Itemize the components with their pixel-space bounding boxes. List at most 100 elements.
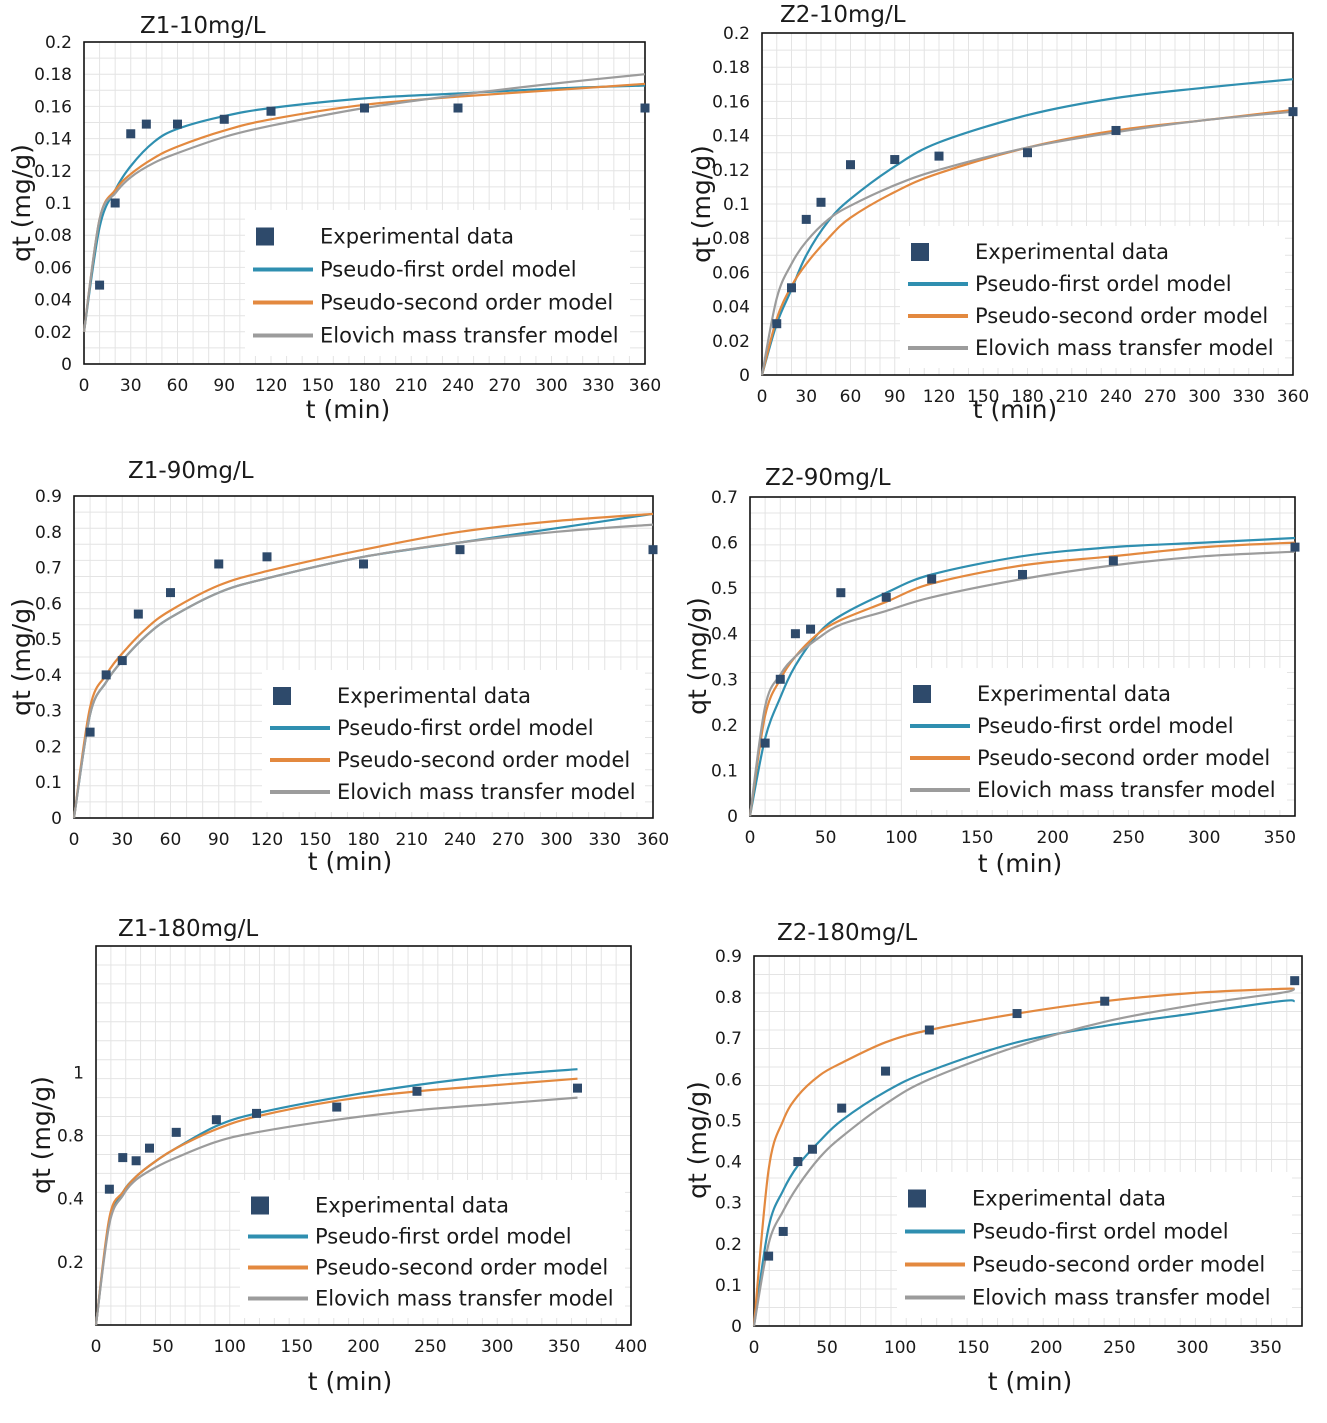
y-tick-label: 0 — [739, 366, 750, 386]
x-tick-label: 200 — [1030, 1338, 1062, 1358]
legend-label-pso: Pseudo-second order model — [320, 291, 613, 315]
x-axis-label: t (min) — [988, 1367, 1072, 1396]
x-tick-label: 330 — [1233, 387, 1265, 407]
legend-label-elovich: Elovich mass transfer model — [975, 336, 1274, 360]
legend: Experimental data Pseudo-first ordel mode… — [262, 670, 645, 812]
x-tick-label: 50 — [815, 828, 837, 848]
legend-label-experimental: Experimental data — [315, 1194, 509, 1218]
x-tick-label: 350 — [1264, 828, 1296, 848]
y-tick-label: 0.4 — [711, 625, 738, 645]
data-point — [890, 155, 900, 165]
y-tick-label: 0.2 — [711, 716, 738, 736]
legend-label-elovich: Elovich mass transfer model — [977, 778, 1276, 802]
x-tick-label: 30 — [120, 376, 142, 396]
x-tick-label: 50 — [816, 1338, 838, 1358]
y-tick-label: 0.04 — [34, 291, 72, 311]
x-tick-label: 200 — [347, 1337, 379, 1357]
x-tick-label: 210 — [1056, 387, 1088, 407]
series-line-pso — [82, 82, 646, 332]
y-tick-label: 0.18 — [34, 65, 72, 85]
chart-title: Z2-10mg/L — [780, 2, 906, 28]
legend: Experimental data Pseudo-first ordel mode… — [902, 668, 1287, 810]
x-axis-label: t (min) — [973, 395, 1057, 424]
legend-marker-experimental — [273, 687, 291, 705]
legend-label-pso: Pseudo-second order model — [972, 1253, 1265, 1277]
data-point — [1108, 556, 1118, 566]
series-line-elovich — [94, 1096, 578, 1326]
series-line-pso — [748, 541, 1296, 817]
data-point — [1012, 1009, 1022, 1019]
y-tick-label: 0.4 — [715, 1153, 742, 1173]
x-tick-label: 360 — [629, 376, 661, 396]
x-tick-label: 60 — [840, 387, 862, 407]
data-point — [772, 319, 782, 329]
x-tick-label: 0 — [91, 1337, 102, 1357]
x-tick-label: 360 — [1277, 387, 1309, 407]
legend-label-elovich: Elovich mass transfer model — [972, 1286, 1271, 1310]
legend-label-pfo: Pseudo-first ordel model — [315, 1225, 572, 1249]
data-point — [760, 738, 770, 748]
data-point — [836, 588, 846, 598]
plot-frame — [749, 496, 1296, 817]
y-tick-label: 0.18 — [712, 58, 750, 78]
y-tick-label: 0.9 — [35, 487, 62, 507]
y-tick-label: 0.12 — [34, 162, 72, 182]
x-axis-label: t (min) — [308, 847, 392, 876]
data-point — [359, 559, 368, 569]
legend-label-experimental: Experimental data — [977, 682, 1171, 706]
legend-box — [897, 1172, 1292, 1318]
legend-label-pso: Pseudo-second order model — [977, 746, 1270, 770]
legend-label-elovich: Elovich mass transfer model — [320, 324, 619, 348]
data-point — [171, 1127, 181, 1137]
y-tick-label: 0.7 — [715, 1029, 742, 1049]
y-tick-label: 0.06 — [712, 263, 750, 283]
chart-title: Z2-180mg/L — [777, 920, 917, 946]
legend-label-pfo: Pseudo-first ordel model — [977, 714, 1234, 738]
data-point — [252, 1108, 261, 1118]
x-tick-label: 240 — [442, 376, 474, 396]
y-tick-label: 0.6 — [715, 1070, 742, 1090]
data-point — [133, 609, 143, 619]
x-tick-label: 0 — [745, 828, 756, 848]
data-point — [141, 119, 151, 129]
x-tick-label: 300 — [1188, 828, 1220, 848]
legend-label-pfo: Pseudo-first ordel model — [320, 258, 577, 282]
y-axis-label: qt (mg/g) — [7, 598, 36, 716]
chart-panel-2: 0 30 60 90 120 150 180 210 240 270 300 330 360 0 0.02 0… — [687, 2, 1309, 424]
y-tick-label: 0.8 — [715, 988, 742, 1008]
y-tick-label: 0.02 — [712, 332, 750, 352]
legend-label-pfo: Pseudo-first ordel model — [972, 1220, 1229, 1244]
x-tick-label: 210 — [396, 830, 428, 850]
legend-box — [240, 1180, 625, 1318]
data-point — [793, 1157, 803, 1167]
series-line-elovich — [752, 987, 1296, 1327]
data-point — [412, 1086, 422, 1096]
y-tick-label: 0.8 — [57, 1127, 84, 1147]
y-axis-label: qt (mg/g) — [683, 1081, 712, 1199]
data-point — [846, 160, 855, 170]
x-tick-label: 240 — [444, 830, 476, 850]
y-tick-label: 0 — [61, 355, 72, 375]
data-point — [219, 114, 229, 124]
x-tick-label: 120 — [923, 387, 955, 407]
data-point — [118, 1153, 128, 1163]
y-tick-label: 0.2 — [715, 1235, 742, 1255]
chart-title: Z1-180mg/L — [118, 916, 258, 942]
data-point — [85, 727, 95, 737]
series-line-pso — [72, 512, 654, 819]
x-tick-label: 100 — [884, 1338, 916, 1358]
legend-marker-experimental — [256, 227, 274, 246]
x-tick-label: 300 — [1188, 387, 1220, 407]
series-line-pfo — [752, 999, 1295, 1327]
legend: Experimental data Pseudo-first ordel mode… — [900, 226, 1285, 368]
legend: Experimental data Pseudo-first ordel mode… — [897, 1172, 1292, 1318]
y-axis-label: qt (mg/g) — [687, 145, 716, 263]
x-tick-label: 300 — [481, 1337, 513, 1357]
data-point — [110, 198, 120, 208]
data-point — [775, 674, 785, 684]
data-point — [1288, 107, 1298, 117]
data-point — [881, 592, 891, 602]
data-point — [1290, 542, 1300, 552]
data-point — [104, 1184, 114, 1194]
